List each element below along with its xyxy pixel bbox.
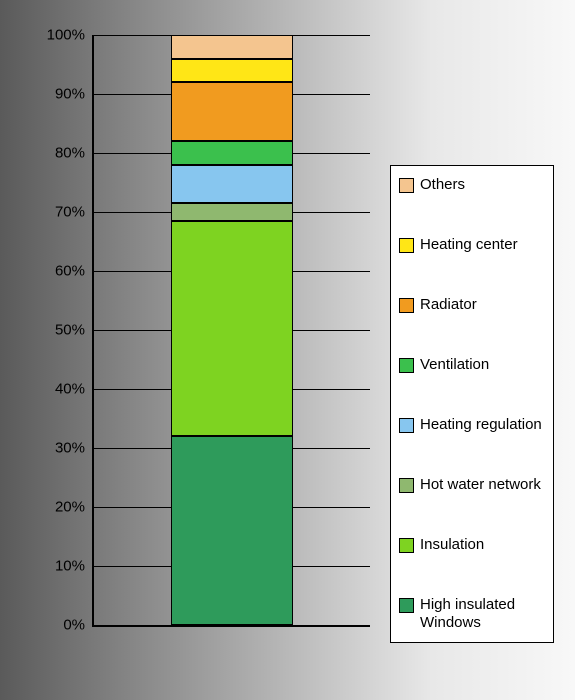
stacked-bar (171, 35, 293, 625)
y-tick-label: 90% (30, 86, 85, 103)
legend-item-ventilation: Ventilation (399, 356, 545, 374)
legend-item-hot_water_network: Hot water network (399, 476, 545, 494)
legend: Others Heating center Radiator Ventilation H… (390, 165, 554, 643)
segment-ventilation (171, 141, 293, 165)
legend-item-radiator: Radiator (399, 296, 545, 314)
y-tick-label: 20% (30, 499, 85, 516)
y-tick-label: 70% (30, 204, 85, 221)
y-tick-label: 10% (30, 558, 85, 575)
legend-item-high_insulated_windows: High insulated Windows (399, 596, 545, 632)
legend-item-heating_center: Heating center (399, 236, 545, 254)
segment-heating_center (171, 59, 293, 83)
legend-swatch (399, 178, 414, 193)
legend-item-others: Others (399, 176, 545, 194)
legend-swatch (399, 238, 414, 253)
legend-swatch (399, 538, 414, 553)
legend-swatch (399, 358, 414, 373)
legend-swatch (399, 598, 414, 613)
legend-label: High insulated Windows (420, 596, 545, 632)
y-tick-label: 40% (30, 381, 85, 398)
segment-heating_regulation (171, 165, 293, 203)
y-tick-label: 100% (30, 27, 85, 44)
legend-item-insulation: Insulation (399, 536, 545, 554)
legend-item-heating_regulation: Heating regulation (399, 416, 545, 434)
legend-label: Insulation (420, 536, 545, 554)
y-tick-label: 0% (30, 617, 85, 634)
segment-hot_water_network (171, 203, 293, 221)
stacked-bar-chart: 0%10%20%30%40%50%60%70%80%90%100% Others… (30, 35, 565, 675)
segment-others (171, 35, 293, 59)
segment-insulation (171, 221, 293, 436)
segment-radiator (171, 82, 293, 141)
legend-label: Others (420, 176, 545, 194)
legend-label: Heating center (420, 236, 545, 254)
y-tick-label: 80% (30, 145, 85, 162)
y-tick-label: 60% (30, 263, 85, 280)
legend-swatch (399, 418, 414, 433)
legend-label: Heating regulation (420, 416, 545, 434)
legend-swatch (399, 478, 414, 493)
legend-swatch (399, 298, 414, 313)
legend-label: Radiator (420, 296, 545, 314)
y-tick-label: 50% (30, 322, 85, 339)
segment-high_insulated_windows (171, 436, 293, 625)
legend-label: Ventilation (420, 356, 545, 374)
legend-label: Hot water network (420, 476, 545, 494)
plot-area (92, 35, 370, 627)
y-tick-label: 30% (30, 440, 85, 457)
